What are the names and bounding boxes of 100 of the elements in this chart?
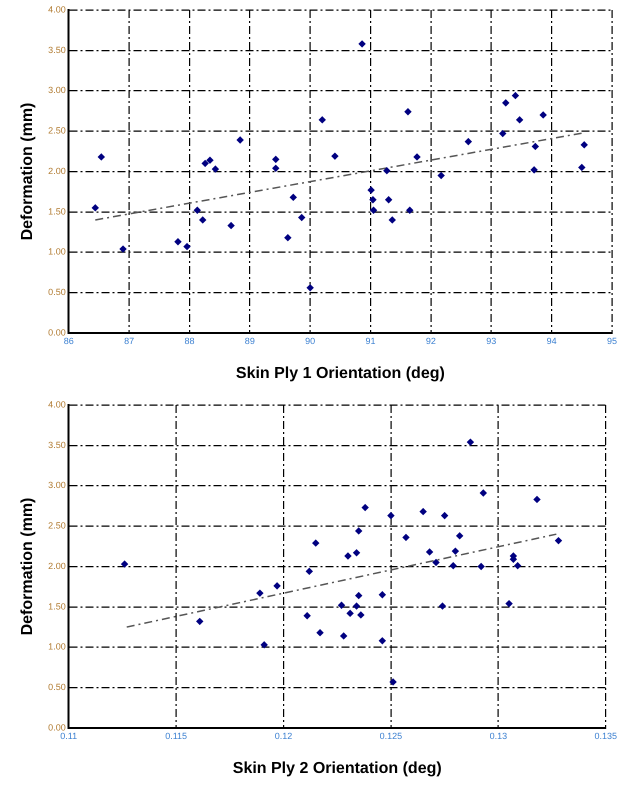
point <box>236 136 244 144</box>
x-tick-label: 86 <box>64 336 74 346</box>
point <box>202 160 209 167</box>
point <box>378 637 386 644</box>
y-tick-label: 1.50 <box>48 601 66 612</box>
x-tick-label: 95 <box>606 336 617 346</box>
point <box>306 284 314 292</box>
point <box>466 438 474 446</box>
x-tick-label: 0.135 <box>594 730 618 741</box>
x-tick-label: 0.12 <box>274 730 292 741</box>
point <box>506 600 513 608</box>
point <box>260 641 268 648</box>
point <box>194 206 201 214</box>
point <box>272 156 280 163</box>
y-tick-label: 0.50 <box>48 682 66 692</box>
y-tick-label: 0.50 <box>48 287 66 298</box>
point <box>353 602 360 610</box>
point <box>450 562 457 570</box>
point <box>388 216 396 224</box>
y-tick-label: 3.00 <box>48 85 66 96</box>
point <box>578 164 586 171</box>
point <box>426 548 434 556</box>
point <box>184 243 191 250</box>
x-tick-label: 0.115 <box>165 730 188 741</box>
point <box>355 592 362 600</box>
point <box>92 204 99 212</box>
point <box>346 610 354 617</box>
point <box>272 164 280 172</box>
point <box>540 111 547 118</box>
x-axis-title: Skin Ply 2 Orientation (deg) <box>232 760 442 777</box>
point <box>120 246 127 253</box>
point <box>206 156 214 164</box>
point <box>306 568 313 575</box>
y-tick-label: 1.00 <box>48 642 66 652</box>
point <box>274 582 281 590</box>
point <box>98 153 105 160</box>
point <box>456 532 464 540</box>
point <box>452 548 459 555</box>
point <box>358 40 366 48</box>
point <box>312 540 320 547</box>
point <box>304 612 311 620</box>
point <box>298 214 306 222</box>
point <box>432 558 440 566</box>
point <box>331 152 338 160</box>
point <box>516 116 524 124</box>
y-tick-label: 2.50 <box>48 126 66 136</box>
point <box>368 186 375 194</box>
point <box>355 527 362 534</box>
point <box>534 496 540 503</box>
x-tick-label: 91 <box>366 336 376 346</box>
point <box>228 222 235 230</box>
y-tick-label: 3.50 <box>48 440 66 450</box>
point <box>370 206 378 214</box>
point <box>478 563 485 570</box>
y-tick-label: 1.50 <box>48 206 66 216</box>
y-tick-label: 1.00 <box>48 246 66 257</box>
x-axis-title: Skin Ply 1 Orientation (deg) <box>236 364 445 382</box>
point <box>532 142 539 150</box>
point <box>402 534 410 541</box>
point <box>212 166 219 173</box>
x-tick-label: 92 <box>426 336 436 346</box>
point <box>357 611 364 618</box>
point <box>316 629 324 636</box>
x-tick-label: 0.11 <box>60 730 78 741</box>
point <box>464 138 472 146</box>
point <box>502 99 510 106</box>
point <box>284 234 292 242</box>
point <box>378 591 386 598</box>
x-tick-label: 93 <box>486 336 496 346</box>
point <box>385 196 392 204</box>
point <box>438 602 446 610</box>
point <box>512 92 519 100</box>
x-tick-label: 88 <box>184 336 194 346</box>
x-tick-label: 94 <box>546 336 557 346</box>
x-tick-label: 0.125 <box>380 730 402 741</box>
point <box>318 116 326 124</box>
point <box>174 238 182 246</box>
point <box>404 108 412 116</box>
y-tick-label: 4.00 <box>48 4 66 14</box>
point <box>387 512 394 520</box>
point <box>406 206 414 214</box>
point <box>580 141 588 148</box>
point <box>344 552 352 560</box>
point <box>362 504 369 512</box>
point <box>441 512 448 520</box>
point <box>420 508 427 516</box>
point <box>199 216 206 224</box>
y-axis-title: Deformation (mm) <box>19 498 36 636</box>
point <box>196 618 204 625</box>
point <box>414 153 421 160</box>
point <box>480 490 487 497</box>
y-tick-label: 2.00 <box>48 166 66 176</box>
point <box>514 562 522 570</box>
y-tick-label: 3.50 <box>48 44 66 55</box>
point <box>256 590 264 597</box>
x-tick-label: 90 <box>305 336 316 346</box>
y-tick-label: 0.00 <box>48 722 66 732</box>
point <box>554 537 562 544</box>
point <box>340 632 348 640</box>
x-tick-label: 0.13 <box>490 730 508 741</box>
